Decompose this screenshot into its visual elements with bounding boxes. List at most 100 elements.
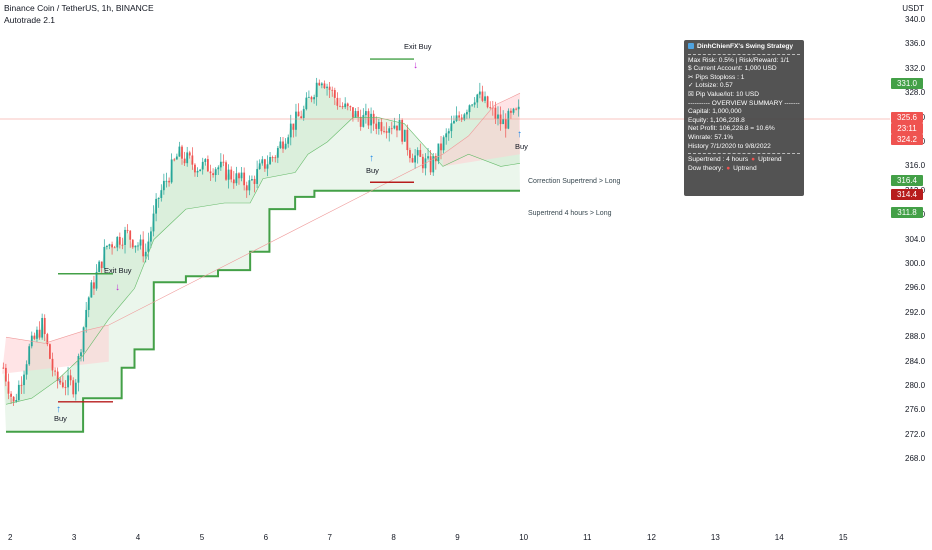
panel-divider xyxy=(688,53,800,55)
candle-body xyxy=(494,107,497,119)
candle-body xyxy=(95,272,98,289)
time-tick-label: 3 xyxy=(71,533,77,542)
panel-line: ☒ Pip Value/lot: 10 USD xyxy=(688,90,760,98)
candle-body xyxy=(440,143,442,151)
candle-body xyxy=(512,108,515,113)
candle-body xyxy=(455,115,458,121)
candle-body xyxy=(243,172,246,186)
strategy-panel: DinhChienFX's Swing Strategy Max Risk: 0… xyxy=(684,40,804,196)
candle-body xyxy=(429,156,432,173)
candle-body xyxy=(401,120,404,142)
buy-label: Buy xyxy=(366,166,379,175)
candle-body xyxy=(284,143,287,149)
correction-supertrend-label: Correction Supertrend > Long xyxy=(528,178,621,185)
candle-body xyxy=(349,106,352,108)
time-tick-label: 14 xyxy=(774,533,784,542)
candle-body xyxy=(191,155,194,165)
candle-body xyxy=(214,169,217,176)
candle-body xyxy=(362,115,365,127)
candle-body xyxy=(352,107,354,118)
candle-body xyxy=(380,122,383,132)
candle-body xyxy=(315,82,318,98)
trend-row: Dow theory: ● Uptrend xyxy=(688,165,800,174)
candle-body xyxy=(419,150,422,157)
time-tick-label: 2 xyxy=(8,533,13,542)
price-tick-label: 328.0 xyxy=(905,88,926,98)
candle-body xyxy=(453,120,455,124)
candle-body xyxy=(323,83,326,89)
summary-line: Winrate: 57.1% xyxy=(688,133,734,141)
time-tick-label: 6 xyxy=(263,533,269,542)
panel-title: DinhChienFX's Swing Strategy xyxy=(697,43,794,50)
price-tick-label: 340.0 xyxy=(905,15,926,24)
candle-body xyxy=(377,122,380,129)
candle-body xyxy=(331,89,334,91)
candle-body xyxy=(131,239,134,248)
summary-line: Capital: 1,000,000 xyxy=(688,108,742,116)
current-price-badge: 325.6 xyxy=(891,112,923,123)
candle-body xyxy=(279,141,282,149)
trend-row: Supertrend : 4 hours ● Uptrend xyxy=(688,156,800,165)
candle-body xyxy=(103,246,106,268)
candle-body xyxy=(442,137,445,151)
candle-body xyxy=(222,161,225,163)
candle-body xyxy=(486,96,489,108)
candle-body xyxy=(87,297,90,310)
candle-body xyxy=(129,230,132,240)
candle-body xyxy=(341,106,344,108)
candle-body xyxy=(196,170,199,173)
candle-body xyxy=(41,317,44,338)
candle-body xyxy=(253,179,256,184)
candle-body xyxy=(390,128,393,130)
candle-body xyxy=(484,96,486,101)
candle-body xyxy=(227,169,230,180)
candle-body xyxy=(326,86,328,89)
candle-body xyxy=(162,180,165,191)
candle-body xyxy=(240,172,243,179)
time-tick-label: 13 xyxy=(710,533,720,542)
candle-body xyxy=(147,241,150,252)
price-tick-label: 300.0 xyxy=(905,259,926,268)
supertrend-4h-line xyxy=(6,189,520,433)
buy-arrow-icon: ↑ xyxy=(517,129,522,140)
candle-body xyxy=(497,114,499,119)
candle-body xyxy=(178,146,181,157)
candle-body xyxy=(212,173,214,176)
candle-body xyxy=(173,159,176,161)
price-tick-label: 276.0 xyxy=(905,405,926,415)
buy-arrow-icon: ↑ xyxy=(56,404,61,415)
badge-324: 324.2 xyxy=(891,134,923,145)
time-tick-label: 7 xyxy=(327,533,332,542)
candle-body xyxy=(188,152,191,156)
panel-line: $ Current Account: 1,000 USD xyxy=(688,65,777,73)
trend-dot-icon: ● xyxy=(751,156,756,164)
price-tick-label: 292.0 xyxy=(905,307,926,317)
badge-314: 314.4 xyxy=(891,189,923,200)
correction-supertrend-line xyxy=(5,117,521,405)
candle-body xyxy=(170,159,173,183)
candle-body xyxy=(69,375,72,381)
candle-body xyxy=(67,375,69,388)
candle-body xyxy=(36,329,38,339)
candle-body xyxy=(160,190,163,198)
candle-body xyxy=(175,156,178,160)
candle-body xyxy=(261,159,264,164)
candle-body xyxy=(77,356,80,383)
candle-body xyxy=(251,179,253,181)
candle-body xyxy=(85,309,88,328)
exit-buy-label: Exit Buy xyxy=(404,42,432,51)
candle-body xyxy=(93,282,95,289)
candle-body xyxy=(165,180,168,182)
candle-body xyxy=(318,82,321,86)
candle-body xyxy=(504,119,507,129)
candle-body xyxy=(150,231,152,242)
summary-header: ---------- OVERVIEW SUMMARY ---------- xyxy=(688,99,800,107)
candle-body xyxy=(344,103,347,108)
candle-body xyxy=(108,244,111,246)
candle-body xyxy=(113,247,116,249)
candle-body xyxy=(367,111,370,126)
candle-body xyxy=(144,251,147,257)
candle-body xyxy=(152,213,155,232)
summary-line: History 7/1/2020 to 9/8/2022 xyxy=(688,142,771,150)
